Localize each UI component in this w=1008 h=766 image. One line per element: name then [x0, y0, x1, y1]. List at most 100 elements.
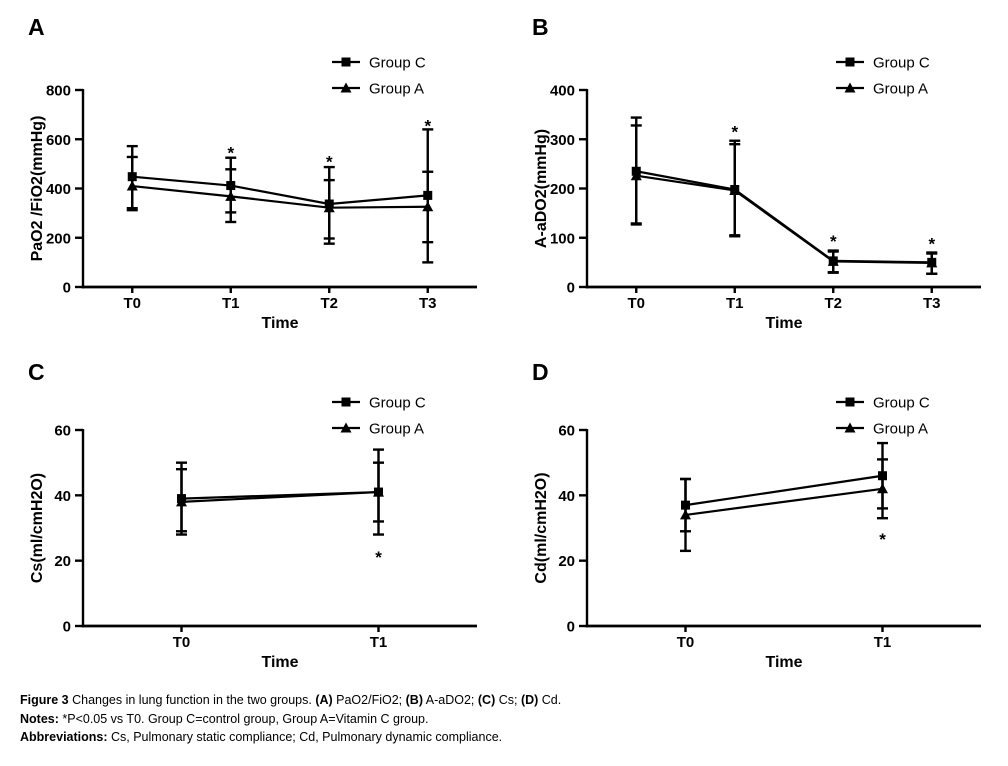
caption-bold-segment: (B): [405, 693, 423, 707]
caption-bold-segment: (C): [477, 693, 496, 707]
caption-bold-segment: (A): [315, 693, 333, 707]
series-line: [685, 474, 883, 507]
panel-b: B 0 100 200 300 400 T0 T1 T2 T3 Time A-aDO2(mmHg) *…: [504, 0, 1008, 345]
legend: Group C Group A: [836, 55, 930, 98]
triangle-marker: [225, 190, 237, 201]
significance-asterisk: *: [375, 548, 382, 567]
caption-bold-segment: Abbreviations:: [20, 730, 108, 744]
y-tick-label: 400: [46, 181, 71, 198]
series-group-a: [126, 155, 434, 264]
caption-bold-segment: (D): [520, 693, 539, 707]
legend: Group C Group A: [836, 395, 930, 438]
y-tick-label: 600: [46, 132, 71, 149]
series-group-c: [630, 116, 938, 275]
y-axis-title: PaO2 /FiO2(mmHg): [29, 116, 46, 262]
x-axis-title: Time: [765, 315, 802, 332]
y-tick-label: 200: [46, 230, 71, 247]
axis-labels: 0 100 200 300 400 T0 T1 T2 T3 Time A-aDO2(mmHg): [533, 83, 941, 333]
series-line: [636, 170, 932, 264]
triangle-marker: [680, 509, 691, 520]
panel-a-chart: 0 200 400 600 800 T0 T1 T2 T3 Time PaO2 /FiO2(mmHg…: [29, 55, 477, 333]
x-tick-label: T0: [677, 634, 695, 651]
significance-asterisk: *: [879, 530, 886, 549]
series-group-c: [680, 441, 888, 533]
legend-label: Group C: [369, 395, 426, 412]
x-tick-label: T3: [419, 295, 437, 312]
caption-abbreviations-line: Abbreviations: Cs, Pulmonary static comp…: [20, 728, 960, 747]
legend-square-marker: [341, 57, 351, 67]
significance-asterisk: *: [326, 152, 333, 171]
caption-text-segment: Changes in lung function in the two grou…: [68, 693, 316, 707]
y-tick-label: 800: [46, 83, 71, 100]
triangle-marker: [630, 170, 642, 181]
legend-label: Group C: [873, 55, 930, 72]
significance-asterisk: *: [928, 235, 935, 254]
series-line: [132, 175, 428, 206]
y-tick-label: 40: [558, 488, 575, 505]
x-tick-label: T3: [923, 295, 941, 312]
y-tick-label: 0: [567, 280, 575, 297]
y-axis-title: Cd(ml/cmH2O): [533, 472, 550, 583]
y-tick-label: 100: [550, 230, 575, 247]
caption-text-segment: *P<0.05 vs T0. Group C=control group, Gr…: [58, 711, 429, 726]
panel-d: D 0 20 40 60 T0 T1 Time Cd(ml/cmH2O) * Group C Gro…: [504, 345, 1008, 680]
legend-square-marker: [341, 397, 351, 407]
y-tick-label: 0: [63, 280, 71, 297]
series-group-a: [630, 124, 938, 275]
caption-notes-line: Notes: *P<0.05 vs T0. Group C=control gr…: [20, 710, 960, 729]
x-tick-label: T2: [824, 295, 842, 312]
triangle-marker: [373, 486, 384, 497]
legend-label: Group A: [369, 421, 424, 438]
series-line: [181, 490, 379, 503]
legend-label: Group A: [873, 421, 928, 438]
x-tick-label: T0: [627, 295, 645, 312]
triangle-marker: [926, 257, 938, 268]
panel-a: A 0 200 400 600 800 T0 T1 T2 T3 Time PaO2 /FiO2(mm…: [0, 0, 504, 345]
y-tick-label: 200: [550, 181, 575, 198]
axis-labels: 0 200 400 600 800 T0 T1 T2 T3 Time PaO2 /FiO2(mmHg…: [29, 83, 437, 333]
x-axis-title: Time: [261, 654, 298, 671]
series-line: [132, 184, 428, 209]
legend-square-marker: [845, 57, 855, 67]
legend-label: Group A: [873, 81, 928, 98]
x-tick-label: T0: [173, 634, 191, 651]
axes: [75, 88, 477, 293]
significance-asterisk: *: [227, 144, 234, 163]
caption-title-line: Figure 3 Changes in lung function in the…: [20, 691, 960, 710]
figure-caption: Figure 3 Changes in lung function in the…: [20, 691, 960, 747]
caption-text-segment: PaO2/FiO2;: [332, 693, 406, 707]
caption-text-segment: Cs, Pulmonary static compliance; Cd, Pul…: [107, 730, 503, 744]
y-tick-label: 400: [550, 83, 575, 100]
x-tick-label: T1: [370, 634, 388, 651]
y-tick-label: 60: [558, 423, 575, 440]
y-axis-title: A-aDO2(mmHg): [533, 129, 550, 248]
panel-b-chart: 0 100 200 300 400 T0 T1 T2 T3 Time A-aDO2(mmHg) * * *…: [533, 55, 981, 333]
legend-triangle-marker: [340, 82, 352, 93]
x-tick-label: T2: [320, 295, 338, 312]
panel-c: C 0 20 40 60 T0 T1 Time Cs(ml/cmH2O) * Group C Gro…: [0, 345, 504, 680]
triangle-marker: [827, 255, 839, 266]
y-tick-label: 0: [63, 619, 71, 636]
legend-label: Group A: [369, 81, 424, 98]
x-axis-title: Time: [765, 654, 802, 671]
y-tick-label: 20: [558, 553, 575, 570]
legend-triangle-marker: [844, 422, 856, 433]
y-tick-label: 40: [54, 488, 71, 505]
panel-d-letter: D: [532, 359, 549, 385]
x-tick-label: T0: [123, 295, 141, 312]
triangle-marker: [176, 496, 187, 507]
triangle-marker: [422, 201, 434, 212]
triangle-marker: [126, 180, 138, 191]
x-axis-title: Time: [261, 315, 298, 332]
panel-c-letter: C: [28, 359, 45, 385]
caption-bold-segment: Notes:: [20, 711, 59, 726]
caption-bold-segment: Figure 3: [20, 693, 69, 707]
legend-triangle-marker: [340, 422, 352, 433]
legend-label: Group C: [873, 395, 930, 412]
series-group-a: [680, 458, 888, 553]
caption-text-segment: Cd.: [538, 693, 562, 707]
y-tick-label: 20: [54, 553, 71, 570]
y-tick-label: 0: [567, 619, 575, 636]
series-group-c: [176, 448, 384, 536]
